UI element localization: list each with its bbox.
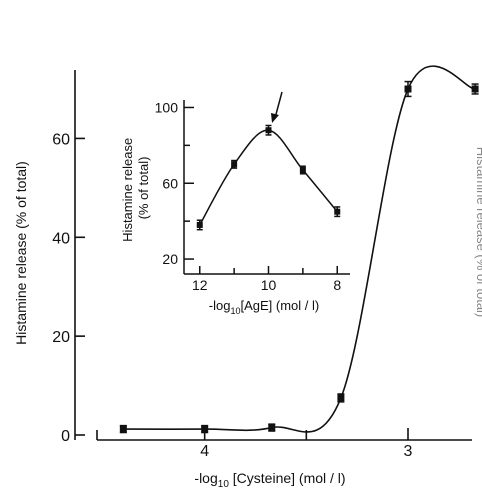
inset-x-label-subscript: 10 bbox=[230, 306, 240, 316]
main-y-tick-label: 0 bbox=[61, 428, 70, 445]
inset-x-axis-label: -log10[AgE] (mol / l) bbox=[209, 298, 319, 316]
main-curve bbox=[123, 65, 476, 433]
inset-axes bbox=[183, 100, 350, 275]
inset-data-point bbox=[334, 208, 341, 215]
inset-x-tick-label: 12 bbox=[192, 277, 208, 293]
main-data-point bbox=[337, 394, 345, 402]
main-y-tick-label: 40 bbox=[52, 230, 70, 247]
inset-ticks: 20 60 100 12 10 8 bbox=[155, 99, 342, 293]
main-points bbox=[119, 80, 479, 434]
inset-series-line bbox=[199, 129, 338, 226]
main-chart: 0 20 40 60 4 3 Histamine release (% of total)… bbox=[13, 65, 482, 489]
main-x-tick-label: 4 bbox=[200, 443, 209, 460]
inset-x-tick-label: 10 bbox=[261, 277, 277, 293]
inset-y-tick-label: 20 bbox=[162, 251, 178, 267]
inset-x-tick-label: 8 bbox=[333, 277, 341, 293]
main-x-label-subscript: 10 bbox=[218, 479, 230, 489]
annotation-arrow-head bbox=[271, 113, 279, 123]
annotation-arrow-shaft bbox=[274, 91, 283, 119]
inset-y-tick-label: 100 bbox=[155, 99, 179, 115]
main-data-point bbox=[471, 85, 479, 93]
clipped-right-label: Histamine release (% of total) bbox=[474, 147, 482, 318]
main-x-axis-label: -log10 [Cysteine] (mol / l) bbox=[194, 470, 345, 489]
inset-data-point bbox=[196, 221, 203, 228]
inset-y-axis-label: Histamine release (% of total) bbox=[120, 134, 151, 242]
inset-y-label-line2: (% of total) bbox=[136, 157, 151, 220]
main-y-axis-label: Histamine release (% of total) bbox=[13, 161, 29, 345]
inset-data-point bbox=[265, 127, 272, 134]
annotation-arrow bbox=[271, 91, 283, 123]
main-data-point bbox=[404, 85, 412, 93]
inset-data-point bbox=[231, 161, 238, 168]
inset-x-label-prefix: -log bbox=[209, 298, 231, 313]
main-x-label-prefix: -log bbox=[194, 470, 217, 486]
main-x-label-suffix: [Cysteine] (mol / l) bbox=[229, 470, 346, 486]
main-data-point bbox=[119, 425, 127, 433]
main-y-tick-label: 60 bbox=[52, 131, 70, 148]
inset-chart: 20 60 100 12 10 8 Histamine release (% of tot… bbox=[120, 91, 350, 316]
main-data-point bbox=[268, 424, 276, 432]
main-series-line bbox=[123, 65, 476, 433]
inset-points bbox=[196, 124, 341, 231]
main-y-tick-label: 20 bbox=[52, 329, 70, 346]
inset-y-label-line1: Histamine release bbox=[120, 138, 135, 242]
inset-x-label-suffix: [AgE] (mol / l) bbox=[240, 298, 319, 313]
main-ticks: 0 20 40 60 4 3 bbox=[52, 131, 412, 460]
inset-curve bbox=[199, 129, 338, 226]
main-x-tick-label: 3 bbox=[404, 443, 413, 460]
inset-data-point bbox=[299, 167, 306, 173]
main-axes bbox=[74, 70, 472, 441]
main-data-point bbox=[201, 425, 209, 433]
inset-y-tick-label: 60 bbox=[162, 175, 178, 191]
